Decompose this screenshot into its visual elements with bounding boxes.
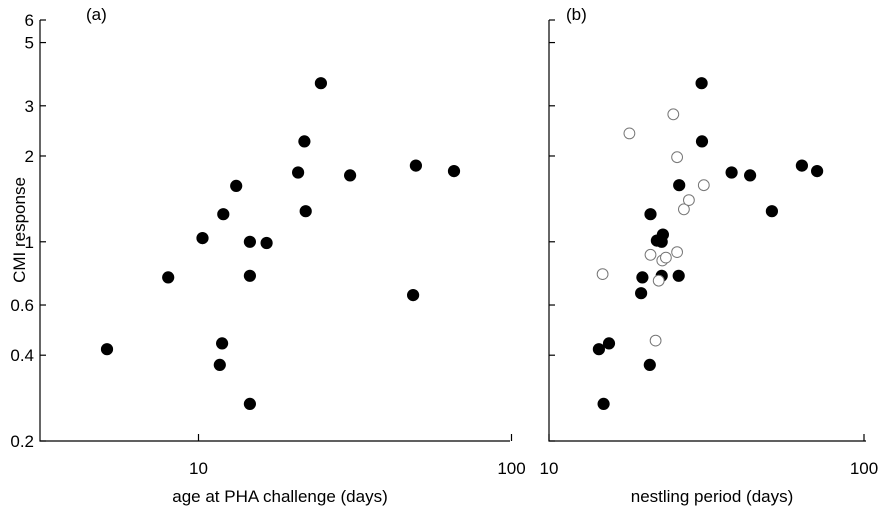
y-tick-label: 6 xyxy=(25,11,34,30)
filled-data-point xyxy=(643,358,656,371)
filled-data-point xyxy=(695,135,709,148)
filled-data-point xyxy=(765,205,779,218)
panel-a-x-tick-label: 100 xyxy=(497,459,525,478)
filled-data-point xyxy=(407,289,420,302)
filled-data-point xyxy=(673,179,686,192)
filled-data-point xyxy=(597,397,610,410)
filled-data-point xyxy=(217,208,230,221)
open-data-point xyxy=(683,194,695,207)
y-axis-title: CMI response xyxy=(10,177,29,283)
filled-data-point xyxy=(344,169,357,182)
y-tick-label: 1 xyxy=(25,233,34,252)
panel-a-x-tick-label: 10 xyxy=(189,459,208,478)
filled-data-point xyxy=(409,159,422,172)
filled-data-point xyxy=(795,159,809,172)
open-data-point xyxy=(671,246,683,259)
filled-data-point xyxy=(243,269,256,282)
filled-data-point xyxy=(196,232,209,245)
panel-a-label: (a) xyxy=(86,5,107,24)
filled-data-point xyxy=(314,77,327,90)
filled-data-point xyxy=(230,179,243,192)
y-tick-label: 5 xyxy=(25,34,34,53)
filled-data-point xyxy=(260,236,273,250)
filled-data-point xyxy=(299,205,312,218)
filled-data-point xyxy=(213,358,226,371)
filled-data-point xyxy=(216,337,229,350)
filled-data-point xyxy=(602,337,616,350)
filled-data-point xyxy=(243,397,256,410)
open-data-point xyxy=(667,108,680,121)
y-tick-label: 2 xyxy=(25,147,34,166)
open-data-point xyxy=(671,151,683,164)
panel-a-axes xyxy=(39,20,510,442)
filled-data-point xyxy=(695,77,708,90)
open-data-point xyxy=(652,274,665,287)
open-data-point xyxy=(660,251,672,264)
filled-data-point xyxy=(644,208,657,221)
filled-data-point xyxy=(656,228,670,241)
y-tick-label: 0.6 xyxy=(10,296,34,315)
filled-data-point xyxy=(162,271,175,284)
panel-b-points xyxy=(592,77,824,410)
panel-b: (b) nestling period (days) 10 100 xyxy=(540,5,879,506)
panel-b-x-axis-title: nestling period (days) xyxy=(631,487,794,506)
panel-b-ticks: 10 100 xyxy=(540,19,878,478)
panel-a-x-axis-title: age at PHA challenge (days) xyxy=(172,487,387,506)
filled-data-point xyxy=(811,165,824,178)
open-data-point xyxy=(596,268,609,281)
filled-data-point xyxy=(635,287,648,300)
filled-data-point xyxy=(243,235,256,248)
panel-b-x-tick-label: 100 xyxy=(850,459,878,478)
filled-data-point xyxy=(672,269,685,282)
open-data-point xyxy=(697,179,710,192)
y-tick-label: 0.2 xyxy=(10,432,34,451)
filled-data-point xyxy=(725,166,738,179)
filled-data-point xyxy=(292,166,305,179)
filled-data-point xyxy=(447,165,461,178)
y-tick-label: 3 xyxy=(25,97,34,116)
panel-a-ticks: 0.2 0.4 0.6 1 2 3 5 6 10 100 xyxy=(10,11,525,478)
filled-data-point xyxy=(636,271,649,284)
panel-a-points xyxy=(100,77,461,410)
y-tick-label: 0.4 xyxy=(10,346,34,365)
panel-b-label: (b) xyxy=(566,5,587,24)
panel-b-x-tick-label: 10 xyxy=(540,459,559,478)
panel-a: (a) age at PHA challenge (days) CMI resp… xyxy=(10,5,526,506)
filled-data-point xyxy=(744,169,757,182)
filled-data-point xyxy=(592,343,606,356)
open-data-point xyxy=(644,248,657,261)
open-data-point xyxy=(678,203,690,216)
open-data-point xyxy=(649,334,662,347)
filled-data-point xyxy=(298,135,311,148)
open-data-point xyxy=(623,127,636,140)
filled-data-point xyxy=(100,343,114,356)
